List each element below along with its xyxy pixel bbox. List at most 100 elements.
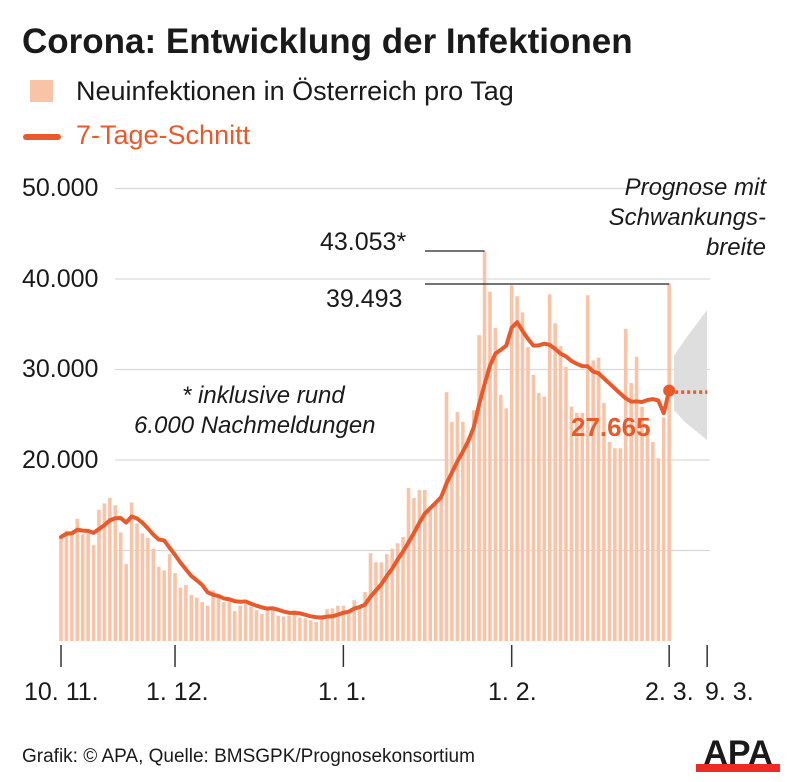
bar	[238, 605, 242, 641]
bar	[243, 603, 248, 641]
bar	[205, 605, 210, 641]
bar	[667, 283, 671, 641]
bar	[509, 285, 514, 641]
bar	[167, 554, 172, 641]
bar	[276, 615, 280, 641]
bar	[450, 421, 454, 641]
peak-annotation: 43.053*	[320, 228, 407, 256]
bar	[325, 609, 329, 641]
bar	[91, 545, 96, 641]
bar	[471, 410, 476, 641]
bar	[352, 600, 357, 641]
bar	[423, 489, 427, 641]
bar	[417, 489, 422, 641]
bar	[308, 620, 313, 641]
bar	[531, 374, 536, 641]
bar	[466, 437, 471, 641]
bar	[661, 417, 666, 641]
bar	[211, 590, 215, 641]
bar	[580, 412, 585, 641]
bar	[319, 618, 324, 641]
bar	[558, 345, 563, 641]
forecast-range-band	[674, 309, 708, 441]
bar	[330, 608, 335, 641]
bar	[86, 532, 90, 641]
bar	[482, 251, 487, 641]
bar	[281, 616, 286, 641]
bar	[97, 509, 101, 641]
last-bar-annotation: 39.493	[326, 285, 403, 313]
bar	[75, 518, 80, 641]
bar	[623, 328, 628, 641]
forecast-label-line: breite	[705, 234, 766, 261]
bar	[504, 408, 509, 641]
bar	[287, 615, 291, 641]
x-tick-label: 1. 12.	[146, 678, 209, 706]
footnote-line: 6.000 Nachmeldungen	[134, 412, 376, 439]
bar	[395, 543, 400, 641]
bar	[135, 523, 139, 641]
bar	[385, 554, 389, 641]
bar	[412, 498, 416, 641]
bar	[640, 406, 644, 641]
bar	[222, 602, 226, 641]
bar	[564, 366, 568, 641]
bar	[113, 505, 118, 641]
bar	[651, 441, 655, 641]
bar	[433, 505, 438, 641]
x-tick-label: 9. 3.	[705, 678, 754, 706]
bar	[629, 383, 633, 641]
bar	[129, 502, 134, 641]
bar	[249, 606, 253, 641]
x-tick-label: 10. 11.	[24, 678, 99, 706]
bar	[151, 548, 156, 641]
bar	[336, 605, 340, 641]
bar	[634, 356, 639, 641]
bar	[162, 570, 166, 641]
seven-day-average-line	[59, 320, 672, 620]
bar	[602, 402, 606, 641]
bar	[270, 609, 275, 641]
bar	[379, 562, 384, 641]
bar	[80, 534, 85, 641]
bar	[200, 602, 204, 641]
bar	[194, 597, 199, 641]
bar	[146, 537, 150, 641]
bar	[488, 291, 492, 641]
bar	[265, 608, 270, 641]
footnote-line: * inklusive rund	[182, 382, 345, 409]
bar	[178, 587, 183, 641]
source-footer: Grafik: © APA, Quelle: BMSGPK/Prognoseko…	[22, 746, 475, 767]
bar	[390, 548, 395, 641]
bar	[118, 532, 123, 641]
bar	[537, 393, 541, 641]
bar	[613, 448, 617, 641]
bar	[216, 596, 221, 641]
bar	[547, 294, 552, 641]
bar	[656, 458, 661, 641]
bar	[406, 488, 411, 641]
bar	[227, 600, 232, 641]
bar	[232, 611, 237, 641]
bar	[303, 618, 308, 641]
apa-logo: APA	[696, 734, 780, 772]
bar	[515, 296, 519, 641]
bar	[189, 594, 194, 641]
bar	[70, 532, 74, 641]
bar	[477, 335, 481, 641]
bar	[520, 312, 525, 641]
bar	[645, 428, 650, 641]
legend-swatch-line	[23, 134, 61, 140]
bar	[102, 503, 107, 641]
bar	[569, 406, 574, 641]
forecast-label-line: Prognose mit	[624, 174, 766, 201]
bar	[553, 323, 557, 641]
bar	[184, 584, 188, 641]
bar	[108, 498, 112, 641]
y-tick-label: 20.000	[22, 446, 99, 474]
bar	[596, 357, 601, 641]
svg-text:APA: APA	[703, 734, 772, 772]
bar	[428, 511, 433, 641]
bar	[156, 566, 161, 641]
